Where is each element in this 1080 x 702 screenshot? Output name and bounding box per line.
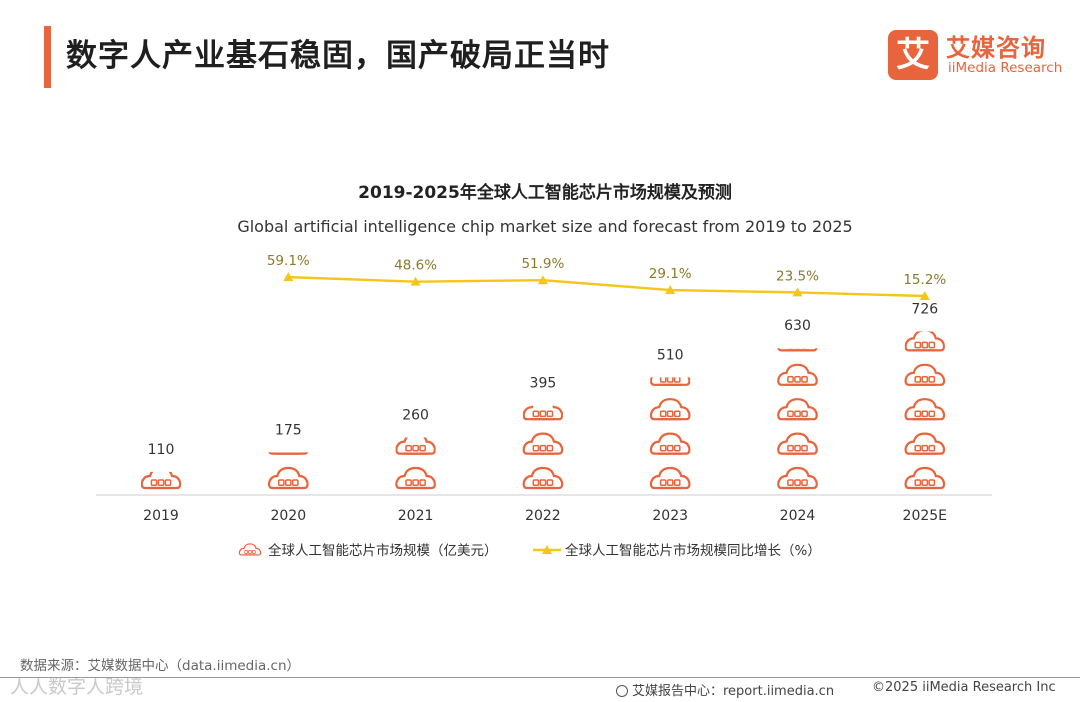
chart-labels: 110 2019 175 2020 260 2021 395 2022 510 2023 630 20… [143, 302, 947, 524]
cloud-chip-icon [395, 466, 436, 490]
pictogram-bars [141, 331, 946, 490]
legend-label-growth: 全球人工智能芯片市场规模同比增长（%） [565, 542, 821, 559]
x-tick-2020: 2020 [270, 508, 306, 524]
bar-2023 [649, 377, 691, 490]
x-tick-2025E: 2025E [903, 508, 947, 524]
growth-point-2020 [283, 272, 294, 282]
watermark-text: 人人数字人跨境 [10, 676, 144, 698]
cloud-chip-icon [395, 437, 436, 455]
chart-legend: 全球人工智能芯片市场规模（亿美元） 全球人工智能芯片市场规模同比增长（%） [238, 542, 821, 559]
x-tick-2024: 2024 [780, 508, 816, 524]
bar-2021 [395, 437, 436, 490]
x-tick-2021: 2021 [398, 508, 434, 524]
growth-label-2022: 51.9% [521, 256, 564, 272]
cloud-chip-icon [522, 466, 564, 490]
cloud-chip-icon [268, 452, 309, 455]
cloud-chip-icon [904, 363, 946, 386]
cloud-chip-icon [522, 432, 564, 455]
bar-2020 [268, 452, 309, 490]
legend-cloud-icon [238, 543, 262, 556]
growth-line-series: 59.1% 48.6% 51.9% 29.1% 23.5% 15.2% [267, 253, 946, 300]
growth-point-2025E [919, 291, 930, 300]
value-label-2020: 175 [275, 422, 302, 438]
cloud-chip-icon [777, 466, 818, 490]
cloud-chip-icon [650, 377, 691, 386]
cloud-chip-icon [777, 398, 818, 421]
growth-point-2021 [410, 276, 421, 286]
legend-item-growth: 全球人工智能芯片市场规模同比增长（%） [533, 542, 821, 559]
cloud-chip-icon [904, 432, 946, 455]
cloud-chip-icon [904, 331, 945, 352]
growth-point-2022 [537, 275, 548, 285]
brand-logo-chinese: 艾媒咨询 [946, 34, 1046, 62]
value-label-2021: 260 [402, 408, 429, 424]
bar-2022 [522, 405, 564, 490]
bar-2025E [904, 331, 946, 490]
growth-point-2023 [665, 285, 676, 295]
page-title: 数字人产业基石稳固，国产破局正当时 [66, 38, 610, 74]
value-label-2024: 630 [784, 318, 811, 334]
bar-2024 [777, 348, 818, 490]
globe-icon [616, 685, 628, 697]
value-label-2019: 110 [148, 442, 175, 458]
legend-label-market-size: 全球人工智能芯片市场规模（亿美元） [268, 542, 498, 559]
cloud-chip-icon [268, 466, 309, 490]
footer-divider [0, 677, 1080, 678]
market-size-chart: 2019-2025年全球人工智能芯片市场规模及预测 Global artific… [96, 182, 992, 559]
footer-report-site-text: 艾媒报告中心：report.iimedia.cn [632, 684, 835, 699]
cloud-chip-icon [649, 466, 691, 490]
cloud-chip-icon [904, 398, 946, 421]
value-label-2025E: 726 [911, 302, 938, 318]
legend-triangle-marker [542, 545, 552, 554]
legend-item-market-size: 全球人工智能芯片市场规模（亿美元） [238, 542, 498, 559]
x-tick-2019: 2019 [143, 508, 179, 524]
cloud-chip-icon [649, 398, 691, 421]
value-label-2022: 395 [530, 376, 557, 392]
bar-2019 [141, 471, 181, 490]
brand-logo: 艾 艾媒咨询 iiMedia Research [888, 30, 1063, 82]
data-source-note: 数据来源：艾媒数据中心（data.iimedia.cn） [20, 658, 301, 674]
growth-label-2021: 48.6% [394, 258, 437, 274]
cloud-chip-icon [649, 432, 691, 455]
chart-subtitle: Global artificial intelligence chip mark… [237, 217, 852, 236]
title-accent-bar [44, 26, 51, 88]
brand-logo-english: iiMedia Research [948, 60, 1063, 76]
cloud-chip-icon [777, 432, 818, 455]
cloud-chip-icon [904, 466, 946, 490]
chart-title: 2019-2025年全球人工智能芯片市场规模及预测 [358, 182, 732, 203]
growth-label-2023: 29.1% [649, 266, 692, 282]
growth-label-2024: 23.5% [776, 268, 819, 284]
value-label-2023: 510 [657, 347, 684, 363]
growth-line [288, 275, 925, 298]
x-tick-2022: 2022 [525, 508, 561, 524]
cloud-chip-icon [777, 348, 818, 352]
footer-report-site: 艾媒报告中心：report.iimedia.cn [616, 680, 834, 699]
growth-label-2025E: 15.2% [903, 272, 946, 288]
growth-point-2024 [792, 287, 803, 297]
cloud-chip-icon [522, 405, 563, 421]
brand-logo-mark: 艾 [888, 30, 938, 80]
growth-label-2020: 59.1% [267, 253, 310, 269]
cloud-chip-icon [141, 471, 181, 490]
x-tick-2023: 2023 [652, 508, 688, 524]
cloud-chip-icon [238, 543, 262, 556]
footer-copyright: ©2025 iiMedia Research Inc [872, 680, 1056, 695]
cloud-chip-icon [777, 363, 818, 386]
